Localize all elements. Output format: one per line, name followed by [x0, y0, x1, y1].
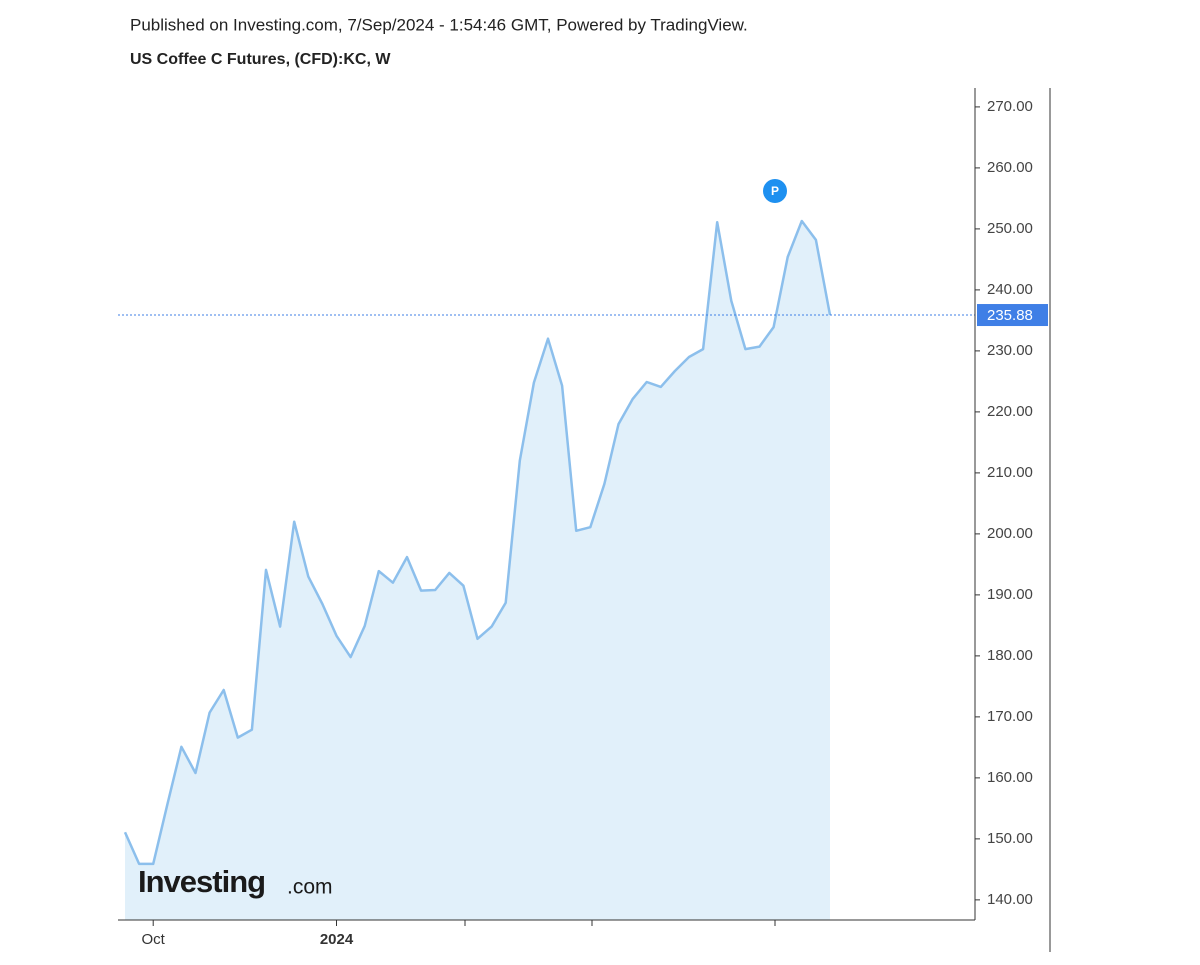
event-marker: [763, 179, 787, 203]
y-tick-label: 230.00: [987, 342, 1033, 359]
y-tick-label: 160.00: [987, 769, 1033, 786]
y-tick-label: 250.00: [987, 220, 1033, 237]
y-tick-label: 210.00: [987, 464, 1033, 481]
watermark-suffix: .com: [287, 876, 333, 899]
last-price-box: [977, 304, 1048, 327]
y-tick-label: 150.00: [987, 830, 1033, 847]
y-tick-label: 240.00: [987, 281, 1033, 298]
y-tick-label: 170.00: [987, 708, 1033, 725]
y-tick-label: 270.00: [987, 98, 1033, 115]
y-tick-label: 260.00: [987, 159, 1033, 176]
line: [123, 219, 832, 866]
plot: [118, 219, 975, 920]
chart-subtitle: Published on Investing.com, 7/Sep/2024 -…: [130, 15, 748, 34]
y-tick-label: 180.00: [987, 647, 1033, 664]
area: [125, 221, 830, 920]
event-marker-label: P: [771, 184, 779, 198]
x-tick-label: 2024: [320, 931, 354, 948]
y-tick-label: 140.00: [987, 891, 1033, 908]
y-tick-label: 220.00: [987, 403, 1033, 420]
watermark-main: Investing: [138, 864, 265, 899]
chart-title: US Coffee C Futures, (CFD):KC, W: [130, 51, 391, 68]
y-tick-label: 190.00: [987, 586, 1033, 603]
watermark: Investing .com: [138, 864, 333, 899]
y-tick-label: 200.00: [987, 525, 1033, 542]
last-price-label: 235.88: [987, 307, 1033, 324]
x-tick-label: Oct: [142, 931, 166, 948]
